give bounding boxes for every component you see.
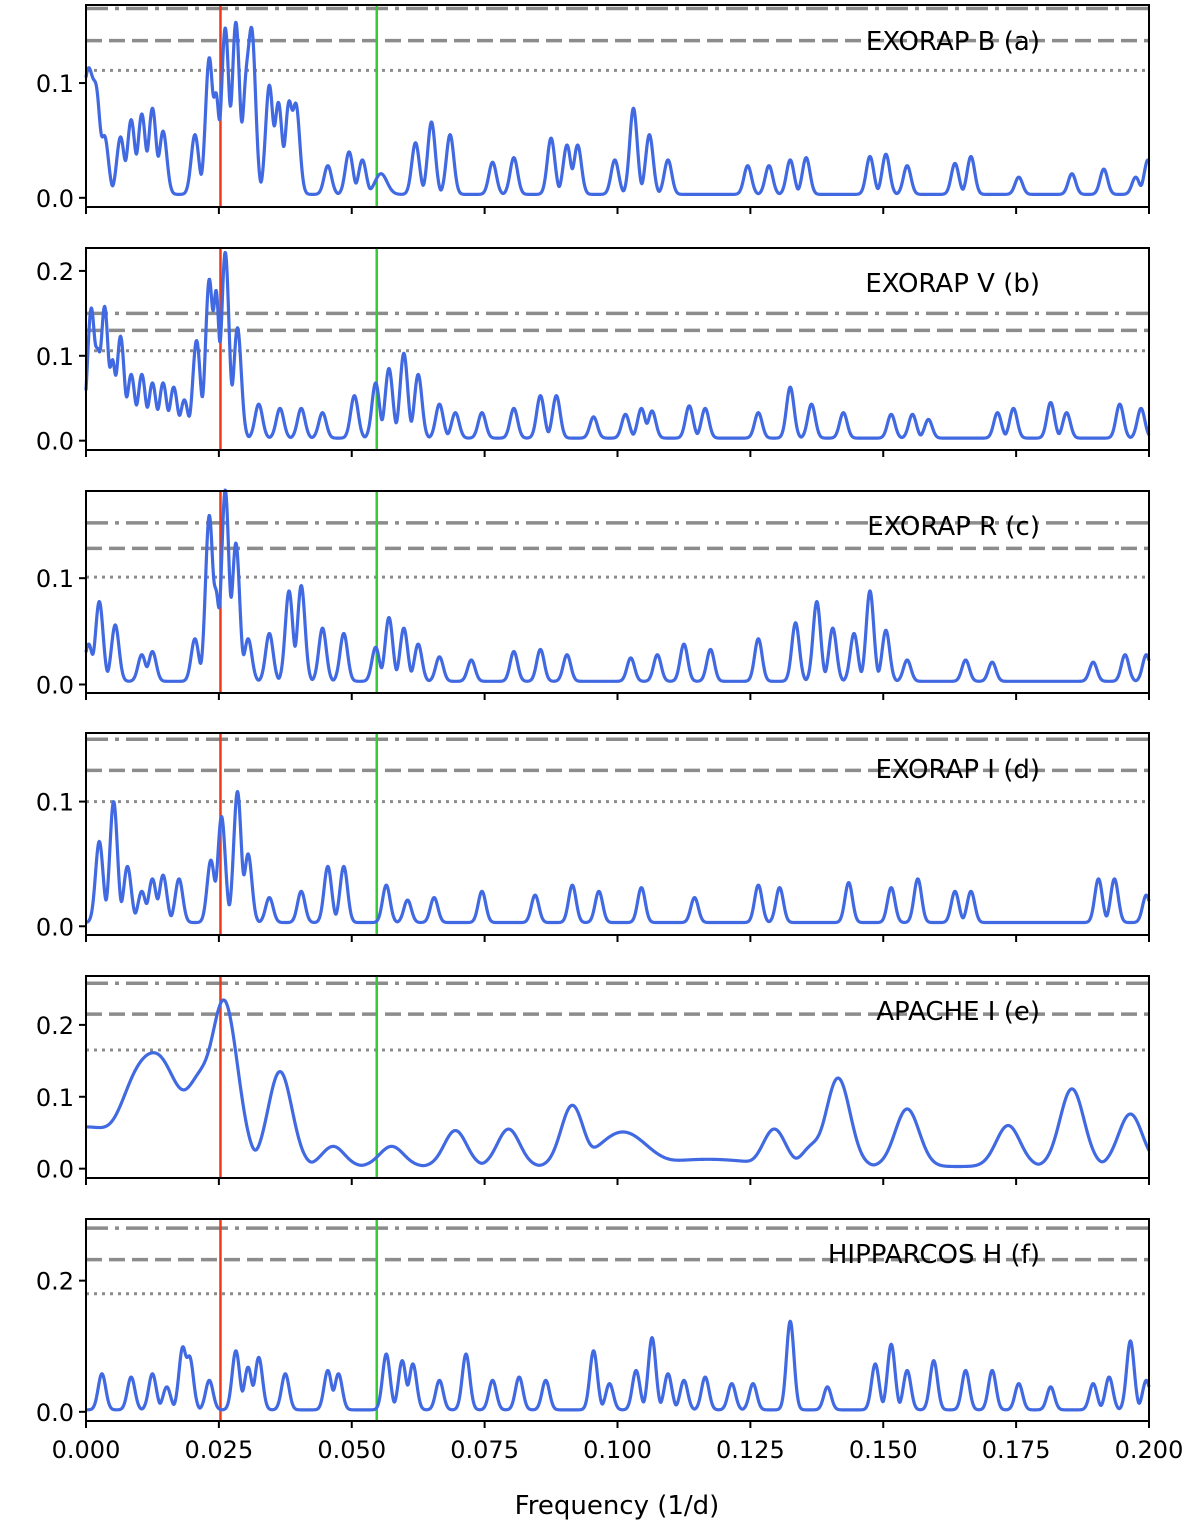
y-tick-label: 0.2 [36, 1268, 74, 1296]
panel-2: 0.0 0.1 0.2 EXORAP V (b) [36, 247, 1151, 457]
x-tick-label: 0.125 [716, 1436, 785, 1464]
x-tick-label: 0.100 [583, 1436, 652, 1464]
y-tick-label: 0.1 [36, 343, 74, 371]
periodogram-line [84, 250, 1151, 440]
panel-3: 0.0 0.1 EXORAP R (c) [36, 488, 1151, 700]
y-tick-label: 0.1 [36, 565, 74, 593]
panel-label: APACHE I (e) [876, 997, 1040, 1027]
x-tick-label: 0.050 [317, 1436, 386, 1464]
y-tick-label: 0.1 [36, 789, 74, 817]
x-axis-ticks: 0.000 0.025 0.050 0.075 0.100 0.125 0.150 0.175… [52, 1436, 1184, 1464]
y-tick-label: 0.0 [36, 428, 74, 456]
y-tick-label: 0.0 [36, 671, 74, 699]
panel-4: 0.0 0.1 EXORAP I (d) [36, 732, 1151, 942]
periodogram-line [84, 488, 1151, 683]
x-axis-label: Frequency (1/d) [515, 1491, 720, 1521]
x-tick-label: 0.025 [185, 1436, 254, 1464]
panel-6: 0.0 0.2 HIPPARCOS H (f) [36, 1218, 1151, 1428]
y-tick-label: 0.0 [36, 913, 74, 941]
y-tick-label: 0.2 [36, 1012, 74, 1040]
panel-5: 0.0 0.1 0.2 APACHE I (e) [36, 975, 1151, 1185]
panel-label: EXORAP I (d) [875, 755, 1040, 785]
x-tick-label: 0.150 [849, 1436, 918, 1464]
panel-label: EXORAP R (c) [867, 512, 1040, 542]
panel-label: HIPPARCOS H (f) [828, 1240, 1040, 1270]
periodogram-line [84, 998, 1151, 1169]
panel-1: 0.0 0.1 EXORAP B (a) [36, 4, 1151, 214]
x-tick-label: 0.000 [52, 1436, 121, 1464]
periodogram-line [84, 1319, 1151, 1412]
panel-label: EXORAP B (a) [866, 27, 1040, 57]
y-tick-label: 0.0 [36, 185, 74, 213]
x-tick-label: 0.200 [1115, 1436, 1184, 1464]
x-tick-label: 0.075 [450, 1436, 519, 1464]
y-tick-label: 0.0 [36, 1156, 74, 1184]
periodogram-line [84, 790, 1151, 925]
x-tick-label: 0.175 [982, 1436, 1051, 1464]
y-tick-label: 0.1 [36, 70, 74, 98]
y-tick-label: 0.1 [36, 1084, 74, 1112]
panel-label: EXORAP V (b) [865, 269, 1040, 299]
y-tick-label: 0.2 [36, 258, 74, 286]
periodogram-line [84, 20, 1151, 196]
y-tick-label: 0.0 [36, 1399, 74, 1427]
